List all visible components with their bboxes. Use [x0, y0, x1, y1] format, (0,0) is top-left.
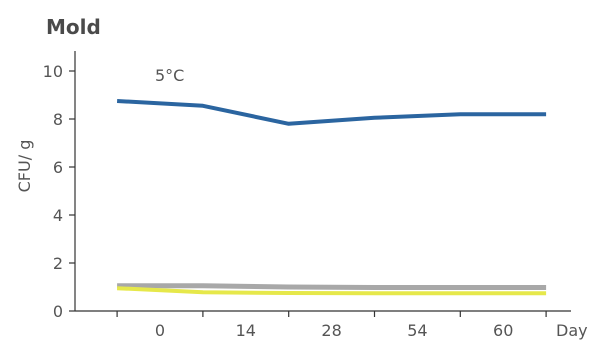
temperature-annotation: 5°C: [155, 66, 184, 85]
series-line-gray: [117, 283, 547, 290]
y-tick-label: 0: [53, 302, 63, 321]
series-line-blue: [116, 99, 547, 126]
x-axis-title: Day: [556, 321, 588, 340]
y-tick-label: 10: [43, 62, 63, 81]
chart-title: Mold: [46, 15, 101, 39]
y-tick-label: 4: [53, 206, 63, 225]
x-axis-ticks: 0 14 28 54 60: [116, 311, 547, 340]
x-tick-label: 54: [407, 321, 427, 340]
x-tick-label: 28: [321, 321, 341, 340]
y-axis-title: CFU/ g: [15, 140, 34, 193]
series-layer: [116, 99, 547, 296]
y-tick-label: 6: [53, 158, 63, 177]
x-tick-label: 60: [493, 321, 513, 340]
y-tick-label: 2: [53, 254, 63, 273]
y-axis-ticks: 0 2 4 6 8 10: [43, 62, 75, 321]
x-tick-label: 14: [236, 321, 256, 340]
series-line-yellow: [117, 286, 547, 296]
x-tick-label: 0: [155, 321, 165, 340]
y-tick-label: 8: [53, 110, 63, 129]
